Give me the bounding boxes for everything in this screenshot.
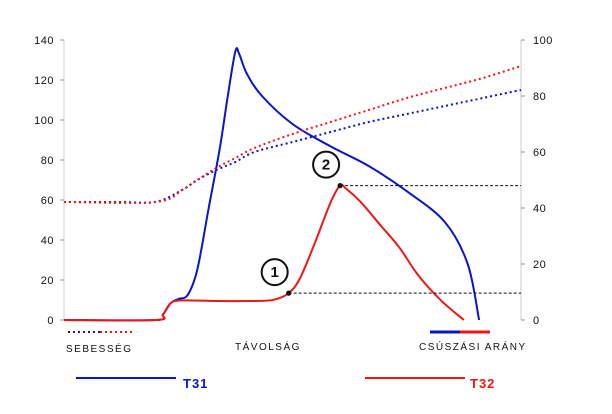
- right-tick-label: 20: [533, 259, 546, 271]
- left-tick-label: 40: [41, 235, 54, 247]
- annotation-markers: 12: [260, 150, 521, 296]
- t31-legend-label: T31: [183, 376, 208, 391]
- slip-legend-label: CSÚSZÁSI ARÁNY: [419, 340, 527, 353]
- marker-2-label: 2: [322, 157, 330, 174]
- right-tick-label: 40: [533, 203, 546, 215]
- left-tick-label: 80: [41, 155, 54, 167]
- t32-slip-line: [63, 183, 465, 322]
- left-tick-label: 0: [47, 315, 54, 327]
- t32-speed-line: [63, 65, 522, 204]
- left-tick-label: 100: [34, 115, 54, 127]
- speed-legend-label: SEBESSÉG: [66, 342, 132, 355]
- marker-1-label: 1: [271, 264, 279, 281]
- right-axis-ticks: 0 20 40 60 80 100: [521, 35, 553, 327]
- marker-2-point: [337, 183, 343, 189]
- left-tick-label: 140: [34, 35, 54, 47]
- left-axis-ticks: 0 20 40 60 80 100 120 140: [34, 35, 64, 327]
- marker-2-badge: [312, 150, 341, 179]
- left-tick-label: 120: [34, 75, 54, 87]
- right-tick-label: 100: [533, 35, 553, 47]
- right-tick-label: 0: [533, 315, 540, 327]
- left-tick-label: 20: [41, 275, 54, 287]
- t31-speed-line: [63, 89, 522, 204]
- t32-legend-label: T32: [470, 376, 495, 391]
- plot-area: [63, 47, 522, 322]
- x-axis-label: TÁVOLSÁG: [235, 340, 301, 353]
- marker-1-point: [286, 290, 292, 296]
- left-tick-label: 60: [41, 195, 54, 207]
- right-tick-label: 60: [533, 147, 546, 159]
- marker-1-badge: [260, 258, 289, 287]
- right-tick-label: 80: [533, 91, 546, 103]
